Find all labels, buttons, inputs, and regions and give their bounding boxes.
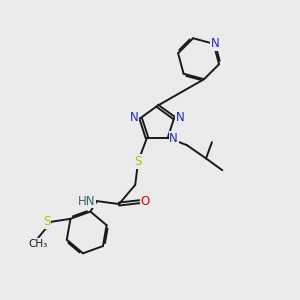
Text: HN: HN: [78, 195, 95, 208]
Text: S: S: [134, 155, 142, 168]
Text: N: N: [176, 111, 184, 124]
Text: N: N: [130, 111, 139, 124]
Text: N: N: [211, 37, 219, 50]
Text: O: O: [140, 195, 149, 208]
Text: S: S: [44, 215, 51, 228]
Text: N: N: [169, 132, 178, 145]
Text: CH₃: CH₃: [28, 239, 48, 249]
